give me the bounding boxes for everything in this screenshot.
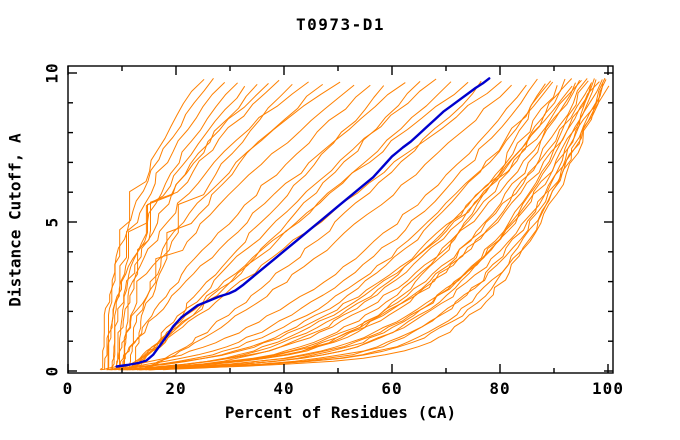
model-curve [106,78,205,371]
model-curve [99,78,214,370]
highlighted-curve [115,77,491,368]
model-curve [150,79,607,371]
model-curve [136,78,566,371]
model-curve [119,85,246,370]
model-curve [109,83,546,371]
model-curve [114,84,355,370]
model-curve [122,79,581,371]
model-curve [148,85,610,371]
model-curve [104,83,258,370]
model-curve [144,80,482,371]
model-curve [127,81,421,371]
chart-title: T0973-D1 [295,15,386,34]
model-curve [110,82,226,370]
model-curve [127,81,502,371]
model-curve [106,82,238,371]
model-curve [112,79,280,370]
x-tick-label: 80 [489,379,511,398]
model-curve [110,85,573,371]
model-curve [118,81,600,371]
model-curve [124,85,558,371]
y-axis-label: Distance Cutoff, A [5,133,25,307]
model-curve [116,81,309,370]
model-curve [136,83,604,371]
model-curve [107,78,538,371]
model-curve [121,83,269,370]
model-curve [149,78,573,371]
model-curve [126,83,604,371]
model-curve [123,81,452,370]
model-curve [121,84,371,370]
model-curve [132,81,469,371]
model-curve [128,79,603,371]
x-tick-label: 20 [165,379,187,398]
plot-frame [67,65,614,374]
model-curve [116,82,406,370]
x-tick-label: 40 [273,379,295,398]
y-tick-label: 5 [42,216,62,228]
x-tick-label: 100 [592,379,624,398]
model-curve [138,78,595,371]
x-axis-label: Percent of Residues (CA) [224,403,457,422]
model-curve [127,83,293,371]
y-tick-label: 0 [42,365,62,377]
x-tick-label: 0 [62,379,74,398]
model-curve [135,83,323,370]
model-curve [100,84,527,371]
model-curve [134,85,385,371]
x-tick-label: 60 [381,379,403,398]
model-curve [145,79,582,371]
y-tick-label: 10 [42,62,62,84]
model-curve [119,81,554,371]
model-curve [140,84,512,371]
model-curve [123,81,341,370]
